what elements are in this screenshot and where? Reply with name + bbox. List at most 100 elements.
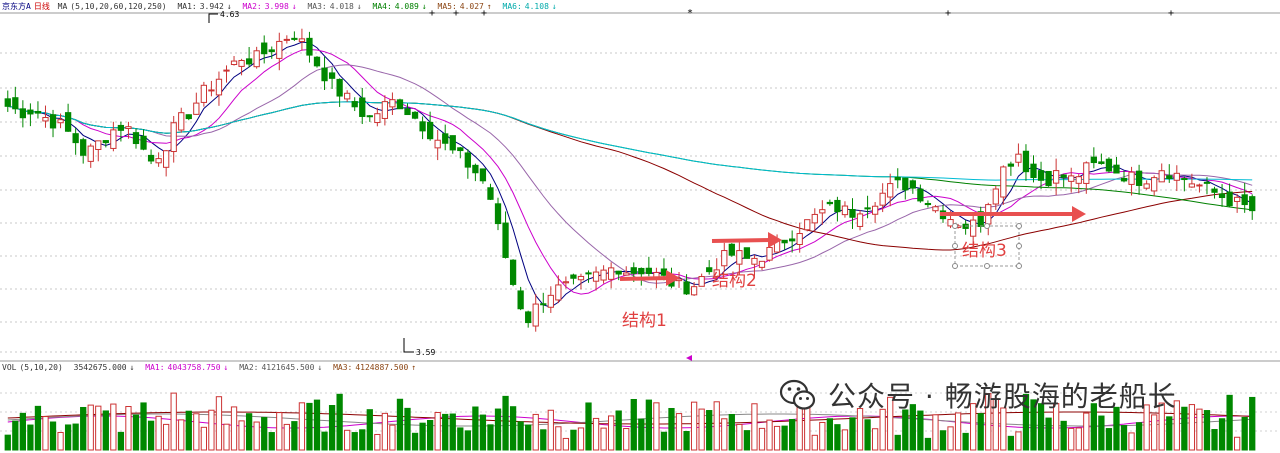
volume-bar [434, 411, 441, 451]
vol-ma3-label: MA3: 4124887.500 ↑ [333, 363, 419, 372]
candle-body [261, 42, 268, 55]
vol-value: 3542675.000 [73, 363, 127, 372]
volume-bar [1075, 427, 1082, 451]
volume-bar [1052, 403, 1060, 451]
volume-bar [464, 430, 471, 451]
volume-bar [638, 418, 645, 451]
annotation-overlay: 4.63 3.59 [208, 10, 1086, 357]
candle-body [577, 275, 585, 281]
volume-bar [125, 406, 132, 451]
candle-body [147, 154, 155, 162]
candle-body [72, 133, 79, 144]
volume-bar [57, 431, 64, 451]
candle-body [1000, 166, 1007, 198]
volume-bar [1218, 418, 1226, 451]
candle-body [1075, 176, 1082, 184]
volume-ma-line [7, 413, 1253, 427]
candle-body [1181, 178, 1188, 181]
candle-body [509, 259, 517, 285]
vol-value-label: 3542675.000 ↓ [74, 363, 138, 372]
high-price-label: 4.63 [220, 10, 239, 19]
volume-bar [42, 416, 49, 451]
ma6-name: MA6: [502, 2, 522, 11]
candle-body [34, 110, 42, 114]
volume-bar [230, 406, 238, 451]
volume-bar [1068, 427, 1075, 451]
grid-lines: * + + + + + [0, 8, 1280, 432]
vol-ma2-arrow: ↓ [317, 363, 323, 372]
volume-bar [261, 417, 268, 451]
volume-bar [1015, 431, 1022, 451]
candle-body [291, 37, 298, 40]
candle-body [600, 269, 607, 281]
candle-body [1045, 170, 1052, 187]
ma-line [7, 41, 1253, 308]
candle-body [721, 250, 728, 267]
volume-bar [1022, 393, 1030, 451]
candle-body [1098, 161, 1105, 165]
candle-body [215, 78, 223, 96]
wechat-icon [779, 379, 816, 410]
candle-body [819, 209, 826, 214]
volume-bar [344, 429, 351, 451]
volume-bar [321, 431, 328, 451]
candle-body [1203, 181, 1211, 184]
volume-bar [1045, 417, 1052, 451]
vol-indicator-params: (5,10,20) [19, 363, 63, 372]
volume-bar [1196, 408, 1203, 451]
volume-bar [404, 407, 411, 451]
volume-bar [64, 424, 72, 451]
volume-bar [374, 433, 381, 451]
candle-body [1173, 172, 1180, 181]
candle-body [359, 97, 366, 117]
volume-bar [758, 427, 766, 451]
candle-body [917, 188, 924, 202]
volume-bar [1120, 424, 1128, 451]
candle-body [947, 219, 954, 227]
candle-body [49, 114, 57, 129]
candle-body [110, 129, 117, 149]
volume-bar [291, 421, 298, 451]
candle-body [1135, 170, 1143, 186]
ma4-label: MA4: 4.089 ↓ [373, 2, 430, 11]
volume-bar [502, 395, 509, 451]
volume-bar [721, 418, 728, 451]
volume-bar [1203, 410, 1211, 451]
candle-body [789, 238, 796, 242]
ma5-arrow: ↑ [486, 2, 492, 11]
candle-body [381, 101, 389, 119]
candle-body [592, 271, 600, 282]
volume-bar [668, 407, 675, 451]
volume-bar [298, 402, 306, 451]
volume-bar [1037, 403, 1045, 451]
volume-bar [947, 426, 954, 451]
ma-line [7, 101, 1253, 181]
ma5-name: MA5: [437, 2, 457, 11]
candle-body [766, 246, 773, 261]
candle-body [796, 233, 803, 245]
candle-body [404, 108, 411, 116]
candle-body [1234, 196, 1241, 202]
volume-bar [1211, 429, 1218, 451]
candle-body [1166, 175, 1173, 180]
candle-body [313, 56, 321, 67]
ma4-value: 4.089 [394, 2, 419, 11]
candle-body [781, 239, 788, 244]
candle-body [1151, 177, 1158, 192]
ma-indicator-label: MA (5,10,20,60,120,250) [58, 2, 170, 11]
volume-bar [909, 404, 916, 451]
candle-body [992, 188, 999, 205]
volume-bar [630, 398, 637, 451]
candle-body [419, 121, 426, 132]
volume-bar [841, 429, 849, 451]
volume-bar [819, 421, 826, 451]
volume-bar [1181, 406, 1188, 451]
volume-bar [570, 429, 577, 451]
candle-body [1143, 183, 1150, 189]
candle-body [879, 192, 886, 206]
volume-bar [954, 412, 962, 451]
volume-bar [366, 409, 373, 451]
ma5-label: MA5: 4.027 ↑ [438, 2, 495, 11]
candle-body [1037, 170, 1045, 181]
volume-bar [766, 419, 773, 451]
